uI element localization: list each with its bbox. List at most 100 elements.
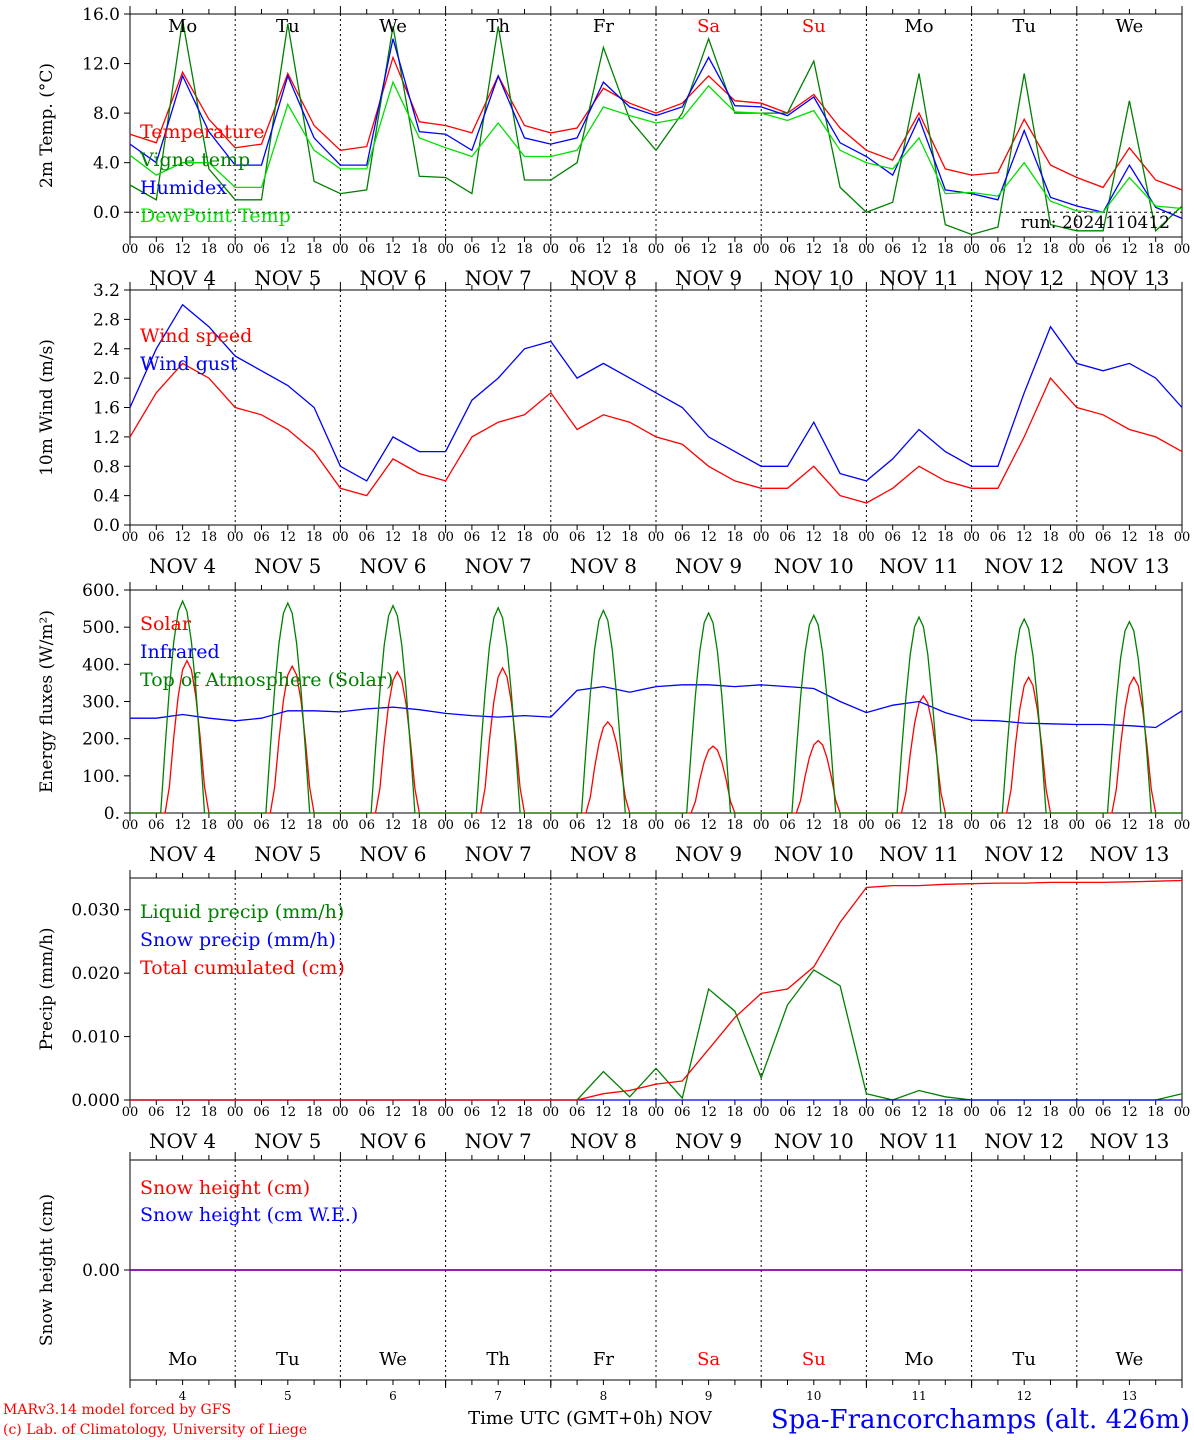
credit-line-1: MARv3.14 model forced by GFS <box>3 1402 231 1418</box>
hour-tick-label: 06 <box>674 818 691 833</box>
hour-tick-label: 12 <box>700 530 717 545</box>
hour-tick-label: 06 <box>779 530 796 545</box>
legend-entry: Liquid precip (mm/h) <box>140 901 344 923</box>
legend-entry: Vigne temp <box>139 149 250 171</box>
hour-tick-label: 12 <box>1121 530 1138 545</box>
y-axis-label: Precip (mm/h) <box>37 927 57 1050</box>
y-tick-label: 12.0 <box>82 55 120 75</box>
hour-tick-label: 00 <box>753 1105 770 1120</box>
hour-tick-label: 18 <box>306 530 323 545</box>
hour-tick-label: 00 <box>122 818 139 833</box>
y-tick-label: 2.0 <box>93 369 120 389</box>
hour-tick-label: 18 <box>832 530 849 545</box>
hour-tick-label: 18 <box>832 818 849 833</box>
hour-tick-label: 18 <box>201 242 218 257</box>
series-vigne-temp <box>129 20 1183 236</box>
date-label: NOV 6 <box>359 842 426 866</box>
legend-entry: Infrared <box>140 641 220 663</box>
hour-tick-label: 18 <box>1147 530 1164 545</box>
hour-tick-label: 18 <box>411 1105 428 1120</box>
day-number: 10 <box>806 1389 821 1403</box>
hour-tick-label: 00 <box>648 242 665 257</box>
hour-tick-label: 12 <box>700 818 717 833</box>
credit-line-2: (c) Lab. of Climatology, University of L… <box>3 1422 307 1438</box>
hour-tick-label: 12 <box>1121 242 1138 257</box>
hour-tick-label: 00 <box>1174 1105 1191 1120</box>
hour-tick-label: 06 <box>779 242 796 257</box>
day-number: 8 <box>600 1389 608 1403</box>
hour-tick-label: 18 <box>937 242 954 257</box>
y-tick-label: 0.020 <box>71 964 120 984</box>
hour-tick-label: 00 <box>437 1105 454 1120</box>
hour-tick-label: 00 <box>858 530 875 545</box>
hour-tick-label: 12 <box>490 818 507 833</box>
hour-tick-label: 12 <box>806 818 823 833</box>
hour-tick-label: 18 <box>411 530 428 545</box>
date-label: NOV 8 <box>570 1129 637 1153</box>
weekday-label: Sa <box>697 1349 720 1370</box>
hour-tick-label: 12 <box>280 242 297 257</box>
date-label: NOV 5 <box>254 842 321 866</box>
weekday-label: Fr <box>593 1349 614 1370</box>
hour-tick-label: 00 <box>1069 1105 1086 1120</box>
hour-tick-label: 18 <box>516 818 533 833</box>
hour-tick-label: 12 <box>385 530 402 545</box>
date-label: NOV 9 <box>675 842 742 866</box>
hour-tick-label: 00 <box>1069 242 1086 257</box>
date-label: NOV 12 <box>984 1129 1064 1153</box>
weekday-label: Th <box>486 16 510 37</box>
weekday-label: Tu <box>276 1349 300 1370</box>
y-tick-label: 16.0 <box>82 5 120 25</box>
hour-tick-label: 00 <box>437 530 454 545</box>
date-label: NOV 7 <box>465 842 532 866</box>
hour-tick-label: 00 <box>753 530 770 545</box>
panel-5: 0.00 Snow height (cm) Snow height (cm) Snow… <box>37 1152 1183 1403</box>
hour-tick-label: 06 <box>464 530 481 545</box>
hour-tick-label: 18 <box>727 1105 744 1120</box>
y-tick-label: 0.030 <box>71 901 120 921</box>
weekday-label: Fr <box>593 16 614 37</box>
date-label: NOV 13 <box>1090 1129 1170 1153</box>
hour-tick-label: 06 <box>253 530 270 545</box>
hour-tick-label: 12 <box>1121 1105 1138 1120</box>
y-tick-label: 0.010 <box>71 1028 120 1048</box>
hour-tick-label: 06 <box>1095 818 1112 833</box>
date-label: NOV 7 <box>465 1129 532 1153</box>
date-label: NOV 7 <box>465 554 532 578</box>
hour-tick-label: 18 <box>832 242 849 257</box>
legend-entry: Temperature <box>140 121 264 143</box>
hour-tick-label: 12 <box>174 818 191 833</box>
hour-tick-label: 06 <box>569 1105 586 1120</box>
date-label: NOV 11 <box>879 554 959 578</box>
panel-2: 3.2 2.8 2.4 2.0 1.6 1.2 0.8 0.4 0.0 10m Wind (m/s… <box>37 281 1190 578</box>
hour-tick-label: 06 <box>674 530 691 545</box>
panel-3: 600. 500. 400. 300. 200. 100. 0. Energy fluxes … <box>37 581 1190 866</box>
hour-tick-label: 18 <box>201 818 218 833</box>
hour-tick-label: 00 <box>543 818 560 833</box>
hour-tick-label: 00 <box>648 1105 665 1120</box>
panel-1: 16.0 12.0 8.0 4.0 0.0 2m Temp. (°C) Temperatur… <box>37 5 1190 290</box>
y-tick-label: 500. <box>82 618 120 638</box>
hour-tick-label: 12 <box>280 530 297 545</box>
hour-tick-label: 12 <box>174 530 191 545</box>
hour-tick-label: 18 <box>201 530 218 545</box>
hour-tick-label: 18 <box>621 530 638 545</box>
hour-tick-label: 00 <box>963 1105 980 1120</box>
weekday-label: Su <box>802 16 826 37</box>
hour-tick-label: 06 <box>358 242 375 257</box>
hour-tick-label: 06 <box>569 530 586 545</box>
hour-tick-label: 12 <box>1121 818 1138 833</box>
legend-entry: Wind speed <box>140 325 252 347</box>
y-tick-label: 3.2 <box>93 281 120 301</box>
hour-tick-label: 12 <box>595 530 612 545</box>
date-label: NOV 5 <box>254 1129 321 1153</box>
weekday-label: Tu <box>276 16 300 37</box>
hour-tick-label: 12 <box>700 1105 717 1120</box>
hour-tick-label: 00 <box>437 818 454 833</box>
date-label: NOV 6 <box>359 1129 426 1153</box>
y-tick-label: 300. <box>82 693 120 713</box>
hour-tick-label: 12 <box>1016 818 1033 833</box>
y-tick-label: 0.4 <box>93 487 120 507</box>
hour-tick-label: 00 <box>648 818 665 833</box>
hour-tick-label: 06 <box>779 818 796 833</box>
